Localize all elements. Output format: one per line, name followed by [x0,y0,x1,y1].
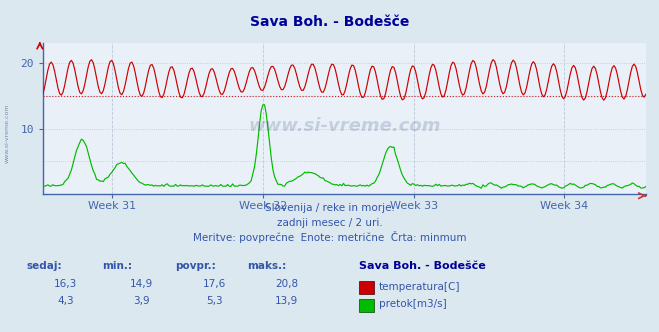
Text: zadnji mesec / 2 uri.: zadnji mesec / 2 uri. [277,218,382,228]
Text: www.si-vreme.com: www.si-vreme.com [248,117,441,135]
Text: sedaj:: sedaj: [26,261,62,271]
Text: Meritve: povprečne  Enote: metrične  Črta: minmum: Meritve: povprečne Enote: metrične Črta:… [192,231,467,243]
Text: povpr.:: povpr.: [175,261,215,271]
Text: 14,9: 14,9 [130,279,154,289]
Text: 4,3: 4,3 [57,296,74,306]
Text: pretok[m3/s]: pretok[m3/s] [379,299,447,309]
Text: 16,3: 16,3 [54,279,78,289]
Text: maks.:: maks.: [247,261,287,271]
Text: min.:: min.: [102,261,132,271]
Text: Slovenija / reke in morje.: Slovenija / reke in morje. [264,203,395,213]
Text: 17,6: 17,6 [202,279,226,289]
Text: temperatura[C]: temperatura[C] [379,282,461,292]
Text: 5,3: 5,3 [206,296,223,306]
Text: Sava Boh. - Bodešče: Sava Boh. - Bodešče [250,15,409,29]
Text: 3,9: 3,9 [133,296,150,306]
Text: 13,9: 13,9 [275,296,299,306]
Text: 20,8: 20,8 [275,279,299,289]
Text: Sava Boh. - Bodešče: Sava Boh. - Bodešče [359,261,486,271]
Text: www.si-vreme.com: www.si-vreme.com [5,103,10,163]
